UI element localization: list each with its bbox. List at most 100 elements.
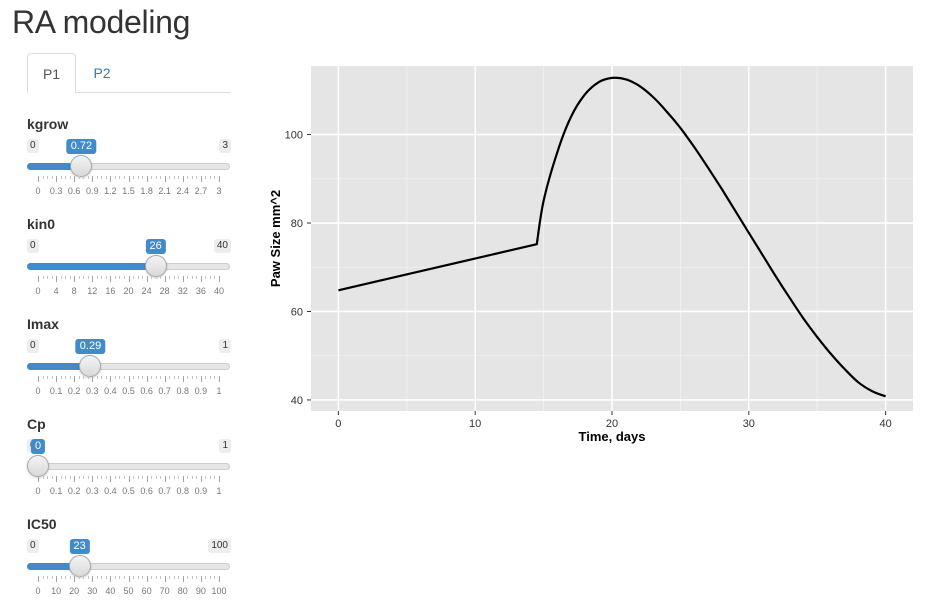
minor-tick (178, 576, 180, 579)
slider-value-badge: 23 (69, 539, 90, 554)
minor-tick (83, 176, 85, 179)
minor-tick (205, 276, 207, 279)
x-tick-label: 40 (880, 418, 892, 430)
slider-fill (27, 363, 91, 370)
minor-tick (187, 476, 189, 479)
minor-tick (160, 176, 162, 179)
app-title: RA modeling (12, 4, 191, 40)
major-tick (74, 176, 76, 182)
slider-max-label: 1 (219, 439, 231, 453)
minor-tick (60, 576, 62, 579)
slider-tick-label: 0.3 (86, 386, 99, 396)
tab-bar-divider (27, 92, 230, 93)
minor-tick (169, 476, 171, 479)
slider-fill (27, 263, 156, 270)
major-tick (219, 576, 220, 582)
minor-tick (105, 376, 107, 379)
minor-tick (42, 476, 44, 479)
slider-tick-label: 0.9 (194, 386, 208, 396)
major-tick (200, 176, 202, 182)
minor-tick (83, 476, 85, 479)
minor-tick (214, 376, 216, 379)
minor-tick (60, 176, 62, 179)
minor-tick (187, 576, 189, 579)
major-tick (164, 476, 166, 482)
major-tick (110, 576, 112, 582)
minor-tick (160, 276, 162, 279)
minor-tick (133, 276, 135, 279)
minor-tick (155, 176, 157, 179)
slider-tick-labels: 0 10 20 30 40 50 60 70 80 90 100 (27, 586, 231, 598)
minor-tick (123, 576, 125, 579)
slider-tick-label: 0.8 (176, 386, 190, 396)
minor-tick (114, 576, 116, 579)
minor-tick (101, 476, 103, 479)
x-tick-label: 30 (743, 418, 755, 430)
minor-tick (137, 476, 139, 479)
slider-tick-label: 0.5 (122, 486, 135, 496)
slider-tick-label: 0.3 (86, 486, 99, 496)
slider-value-badge: 0 (30, 439, 46, 454)
minor-tick (178, 476, 180, 479)
tab-p1[interactable]: P1 (27, 53, 76, 94)
slider-tick-label: 0.6 (67, 186, 81, 196)
y-tick-label: 100 (285, 130, 303, 142)
major-tick (38, 576, 39, 582)
major-tick (219, 176, 220, 182)
minor-tick (155, 276, 157, 279)
minor-tick (119, 376, 121, 379)
slider-handle[interactable] (144, 255, 167, 277)
minor-tick (178, 276, 180, 279)
minor-tick (87, 276, 89, 279)
minor-tick (191, 576, 193, 579)
minor-tick (101, 276, 103, 279)
major-tick (164, 376, 166, 382)
minor-tick (42, 276, 44, 279)
major-tick (74, 576, 76, 582)
slider-handle[interactable] (68, 555, 91, 577)
major-tick (200, 576, 202, 582)
slider-tick-label: 1.2 (104, 186, 117, 196)
minor-tick (51, 176, 53, 179)
major-tick (219, 276, 220, 282)
slider-ticks (27, 276, 231, 286)
major-tick (56, 276, 58, 282)
slider-handle[interactable] (27, 455, 49, 477)
slider-track[interactable] (27, 463, 230, 470)
slider-tick-label: 70 (159, 586, 170, 596)
major-tick (56, 176, 58, 182)
minor-tick (214, 476, 216, 479)
minor-tick (196, 276, 198, 279)
minor-tick (101, 576, 103, 579)
minor-tick (205, 376, 207, 379)
y-tick-label: 40 (291, 395, 303, 407)
slider-tick-label: 100 (211, 586, 227, 596)
slider-tick-label: 40 (105, 586, 116, 596)
x-tick-label: 10 (469, 418, 481, 430)
slider-min-label: 0 (27, 339, 39, 353)
minor-tick (105, 476, 107, 479)
minor-tick (196, 176, 198, 179)
slider-label: Imax (27, 316, 59, 332)
slider-tick-label: 1.5 (122, 186, 135, 196)
minor-tick (169, 176, 171, 179)
minor-tick (114, 376, 116, 379)
tab-p2[interactable]: P2 (93, 65, 111, 81)
y-tick-label: 60 (291, 306, 303, 318)
slider-handle[interactable] (70, 155, 93, 177)
major-tick (146, 276, 148, 282)
slider-tick-label: 30 (87, 586, 98, 596)
minor-tick (209, 176, 211, 179)
minor-tick (169, 576, 171, 579)
slider-tick-label: 32 (177, 286, 188, 296)
y-axis-title: Paw Size mm^2 (268, 190, 283, 287)
minor-tick (142, 276, 144, 279)
slider-tick-label: 12 (87, 286, 98, 296)
minor-tick (133, 576, 135, 579)
minor-tick (42, 176, 44, 179)
major-tick (200, 476, 202, 482)
slider-handle[interactable] (79, 355, 102, 377)
slider-tick-label: 0.3 (49, 186, 63, 196)
minor-tick (78, 576, 80, 579)
slider-tick-label: 3 (216, 186, 222, 196)
